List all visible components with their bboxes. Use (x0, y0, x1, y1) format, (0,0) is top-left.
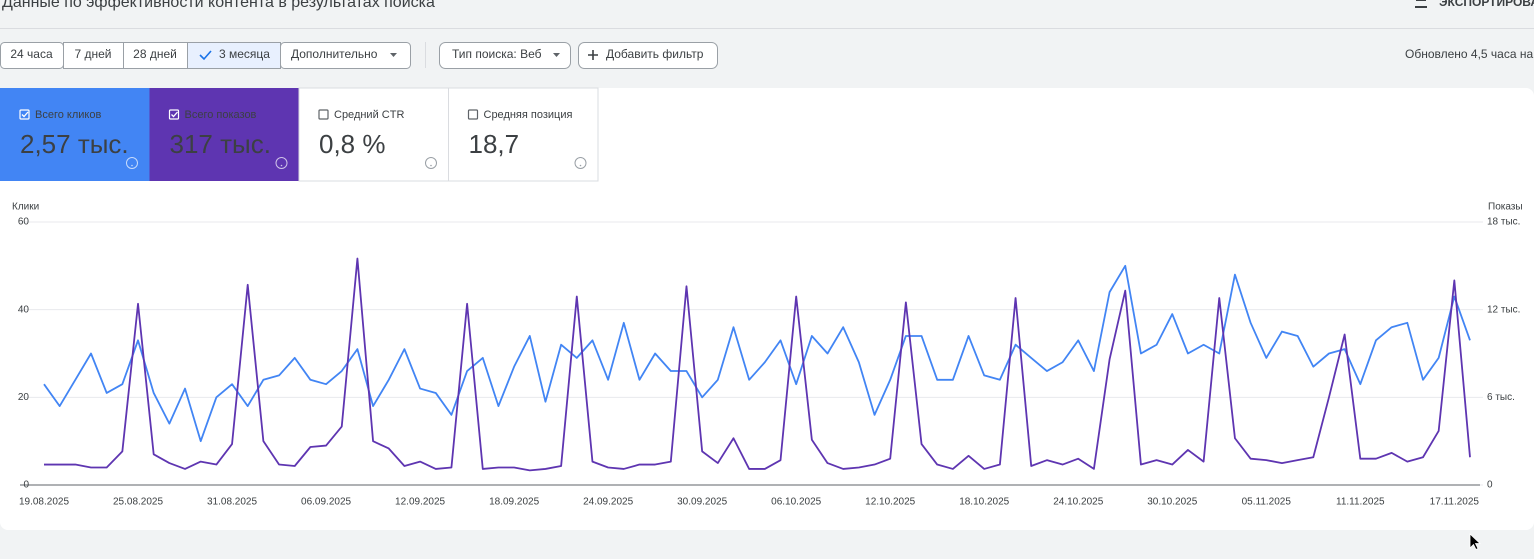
checkbox (318, 109, 329, 120)
checkbox (168, 109, 180, 120)
check-icon (199, 50, 212, 61)
card-box (298, 87, 449, 182)
more-dropdown[interactable]: Дополнительно (280, 42, 411, 69)
help-dot (280, 164, 283, 167)
metric-value: 317 тыс. (170, 129, 271, 159)
y-tick-label: 20 (18, 392, 30, 403)
y2-tick-label: 6 тыс. (1487, 392, 1515, 403)
chip-label: 24 часа (10, 47, 53, 61)
x-tick-label: 12.10.2025 (865, 497, 915, 508)
help-icon (574, 157, 587, 169)
checkbox-tick (21, 111, 29, 118)
y2-axis-title: Показы (1488, 202, 1523, 213)
x-tick-label: 31.08.2025 (207, 497, 257, 508)
chip-box (280, 42, 411, 69)
chip-label: 28 дней (133, 47, 177, 61)
chip-box (187, 42, 281, 69)
chip-box (439, 42, 571, 69)
dropdown-arrow (390, 53, 397, 57)
metric-card[interactable]: Всего кликов 2,57 тыс. (0, 88, 150, 181)
range-chip[interactable]: 7 дней (63, 42, 124, 69)
series-line (44, 257, 1471, 472)
export-label: ЭКСПОРТИРОВА (1439, 0, 1534, 9)
x-tick-label: 25.08.2025 (113, 497, 163, 508)
report-card (0, 88, 1534, 530)
metric-value: 2,57 тыс. (20, 129, 129, 159)
card-box (0, 88, 150, 181)
checkbox (467, 109, 479, 120)
help-icon (425, 157, 437, 169)
chip-label: Дополнительно (291, 47, 378, 61)
series-line (43, 264, 1471, 443)
y2-tick-label: 12 тыс. (1487, 304, 1520, 315)
range-chip[interactable]: 24 часа (0, 42, 64, 69)
x-tick-label: 30.10.2025 (1147, 497, 1197, 508)
x-tick-label: 24.09.2025 (583, 497, 633, 508)
page-title: Данные по эффективности контента в резул… (2, 0, 435, 11)
range-chip[interactable]: 3 месяца (187, 42, 281, 69)
x-tick-label: 18.10.2025 (959, 497, 1009, 508)
x-tick-label: 06.10.2025 (771, 497, 821, 508)
help-icon (275, 157, 288, 169)
y2-tick-label: 0 (1487, 480, 1493, 491)
chip-label: Тип поиска: Веб (452, 47, 542, 61)
export-button[interactable]: ЭКСПОРТИРОВА (1415, 0, 1534, 9)
card-box (448, 87, 599, 182)
y-tick-label: 60 (18, 217, 30, 228)
y-axis-title: Клики (12, 202, 39, 213)
range-chip[interactable]: 28 дней (123, 42, 188, 69)
x-tick-label: 24.10.2025 (1053, 497, 1103, 508)
updated-note: Обновлено 4,5 часа на (1405, 47, 1533, 61)
card-box (149, 88, 299, 181)
metric-value: 0,8 % (319, 129, 386, 159)
help-dot (430, 164, 432, 167)
metric-label: Средний CTR (334, 109, 404, 121)
y-tick-label: 40 (18, 304, 30, 315)
help-dot (131, 164, 133, 167)
help-icon (126, 157, 138, 169)
metric-card[interactable]: Всего показов 317 тыс. (149, 88, 300, 181)
chip-label: 7 дней (74, 47, 111, 61)
x-tick-label: 05.11.2025 (1242, 497, 1292, 508)
dropdown-arrow (553, 53, 560, 57)
chip-label: Добавить фильтр (606, 47, 704, 61)
metric-value: 18,7 (469, 129, 520, 159)
metric-label: Всего показов (185, 109, 257, 121)
chip-box (578, 42, 718, 69)
add-filter-button[interactable]: Добавить фильтр (578, 42, 718, 69)
checkbox (19, 109, 30, 120)
x-tick-label: 18.09.2025 (489, 497, 539, 508)
mouse-cursor (1469, 533, 1482, 551)
metric-label: Средняя позиция (484, 109, 573, 121)
help-dot (579, 164, 582, 167)
chip-box (123, 42, 188, 69)
search-type-dropdown[interactable]: Тип поиска: Веб (439, 42, 571, 69)
x-tick-label: 17.11.2025 (1430, 497, 1480, 508)
x-tick-label: 11.11.2025 (1336, 497, 1385, 508)
x-tick-label: 06.09.2025 (301, 497, 351, 508)
chip-label: 3 месяца (219, 47, 270, 61)
x-tick-label: 12.09.2025 (395, 497, 445, 508)
download-icon (1415, 0, 1427, 8)
x-tick-label: 30.09.2025 (677, 497, 727, 508)
metric-label: Всего кликов (35, 109, 101, 121)
y-tick-label: 0 (23, 480, 29, 491)
x-tick-label: 19.08.2025 (19, 497, 69, 508)
plus-icon (588, 50, 598, 60)
chip-box (63, 42, 124, 69)
checkbox-tick (171, 111, 178, 118)
metric-card[interactable]: Средний CTR 0,8 % (298, 87, 449, 182)
metric-card[interactable]: Средняя позиция 18,7 (448, 87, 599, 182)
y2-tick-label: 18 тыс. (1487, 217, 1520, 228)
